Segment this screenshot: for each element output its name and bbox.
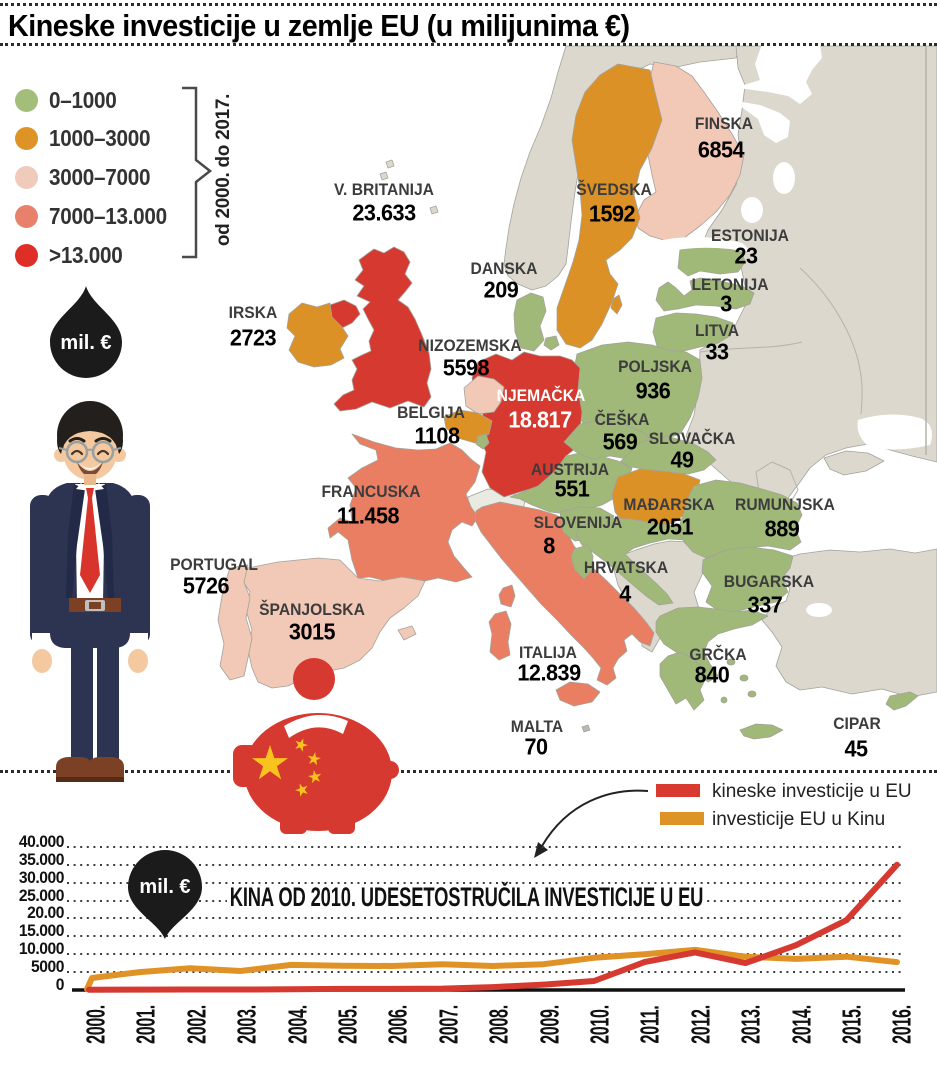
svg-text:mil. €: mil. € (139, 876, 190, 898)
svg-text:mil. €: mil. € (60, 332, 111, 354)
